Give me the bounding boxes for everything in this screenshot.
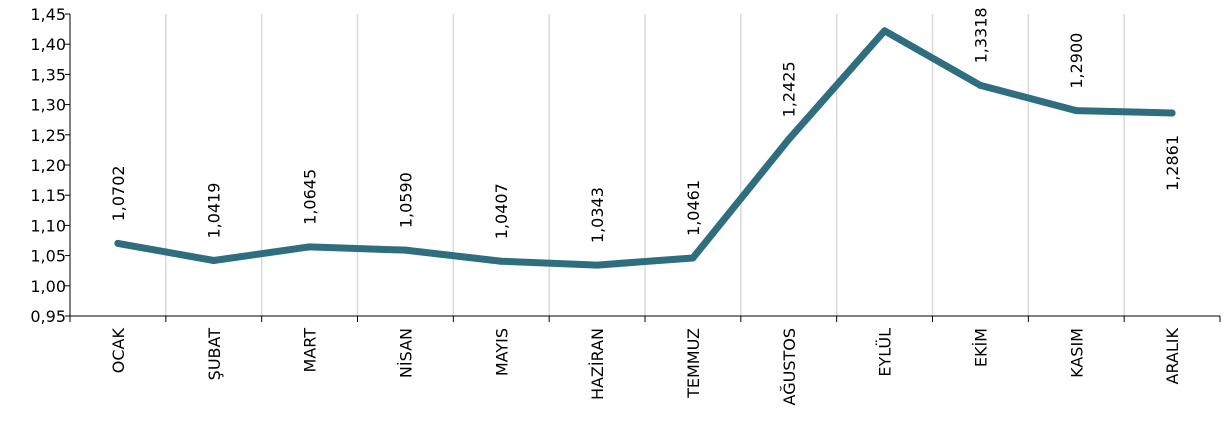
y-tick-label: 1,35 xyxy=(30,65,66,84)
data-label-layer: 1,0702 1,0419 1,0645 1,0590 1,0407 1,0343 1,04… xyxy=(109,7,1182,243)
data-label: 1,0461 xyxy=(684,180,703,236)
data-label: 1,0590 xyxy=(396,172,415,228)
y-tick-label: 1,30 xyxy=(30,96,66,115)
y-tick-label: 1,00 xyxy=(30,277,66,296)
x-tick-label: EKİM xyxy=(971,328,990,367)
y-tick-label: 1,10 xyxy=(30,216,66,235)
data-point xyxy=(881,27,889,35)
x-tick-label: HAZİRAN xyxy=(588,328,607,400)
y-tick-label: 1,15 xyxy=(30,186,66,205)
x-tick-label: KASIM xyxy=(1067,328,1086,378)
data-point xyxy=(497,257,505,265)
data-point xyxy=(976,81,984,89)
y-tick-label: 1,45 xyxy=(30,5,66,24)
grid-layer xyxy=(165,14,1125,316)
y-tick-label: 1,25 xyxy=(30,126,66,145)
x-tick-label: ŞUBAT xyxy=(205,328,224,381)
axis-layer xyxy=(65,13,1221,322)
data-point xyxy=(1168,109,1176,117)
data-label: 1,2861 xyxy=(1163,135,1182,191)
x-tick-label: ARALIK xyxy=(1163,327,1182,384)
x-tick-label: MAYIS xyxy=(492,328,511,376)
x-tick-label: AĞUSTOS xyxy=(780,328,799,405)
data-label: 1,2900 xyxy=(1067,33,1086,89)
y-tick-label: 1,20 xyxy=(30,156,66,175)
data-label: 1,0702 xyxy=(109,165,128,221)
series-line-layer xyxy=(114,27,1176,269)
data-point xyxy=(306,243,314,251)
x-axis-tick-labels: OCAK ŞUBAT MART NİSAN MAYIS HAZİRAN TEMMUZ AĞUS… xyxy=(109,327,1182,405)
series-line xyxy=(114,27,1176,269)
data-point xyxy=(593,261,601,269)
y-tick-label: 1,05 xyxy=(30,247,66,266)
data-point xyxy=(210,256,218,264)
data-label: 1,0419 xyxy=(205,183,224,239)
y-axis-tick-labels: 0,95 1,00 1,05 1,10 1,15 1,20 1,25 1,30 1,35 1,40… xyxy=(30,5,66,326)
data-label: 1,0645 xyxy=(301,169,320,225)
data-label: 1,3318 xyxy=(971,7,990,63)
data-point xyxy=(114,239,122,247)
y-tick-label: 0,95 xyxy=(30,307,66,326)
x-tick-label: TEMMUZ xyxy=(684,328,703,399)
x-tick-label: OCAK xyxy=(109,327,128,373)
data-point xyxy=(785,135,793,143)
x-tick-label: EYLÜL xyxy=(876,328,895,377)
data-point xyxy=(689,254,697,262)
data-point xyxy=(1072,107,1080,115)
data-label: 1,2425 xyxy=(780,61,799,117)
data-label: 1,0407 xyxy=(492,183,511,239)
y-tick-label: 1,40 xyxy=(30,35,66,54)
data-label: 1,0343 xyxy=(588,187,607,243)
x-tick-label: MART xyxy=(301,328,320,373)
data-point xyxy=(401,246,409,254)
x-tick-label: NİSAN xyxy=(396,328,415,378)
